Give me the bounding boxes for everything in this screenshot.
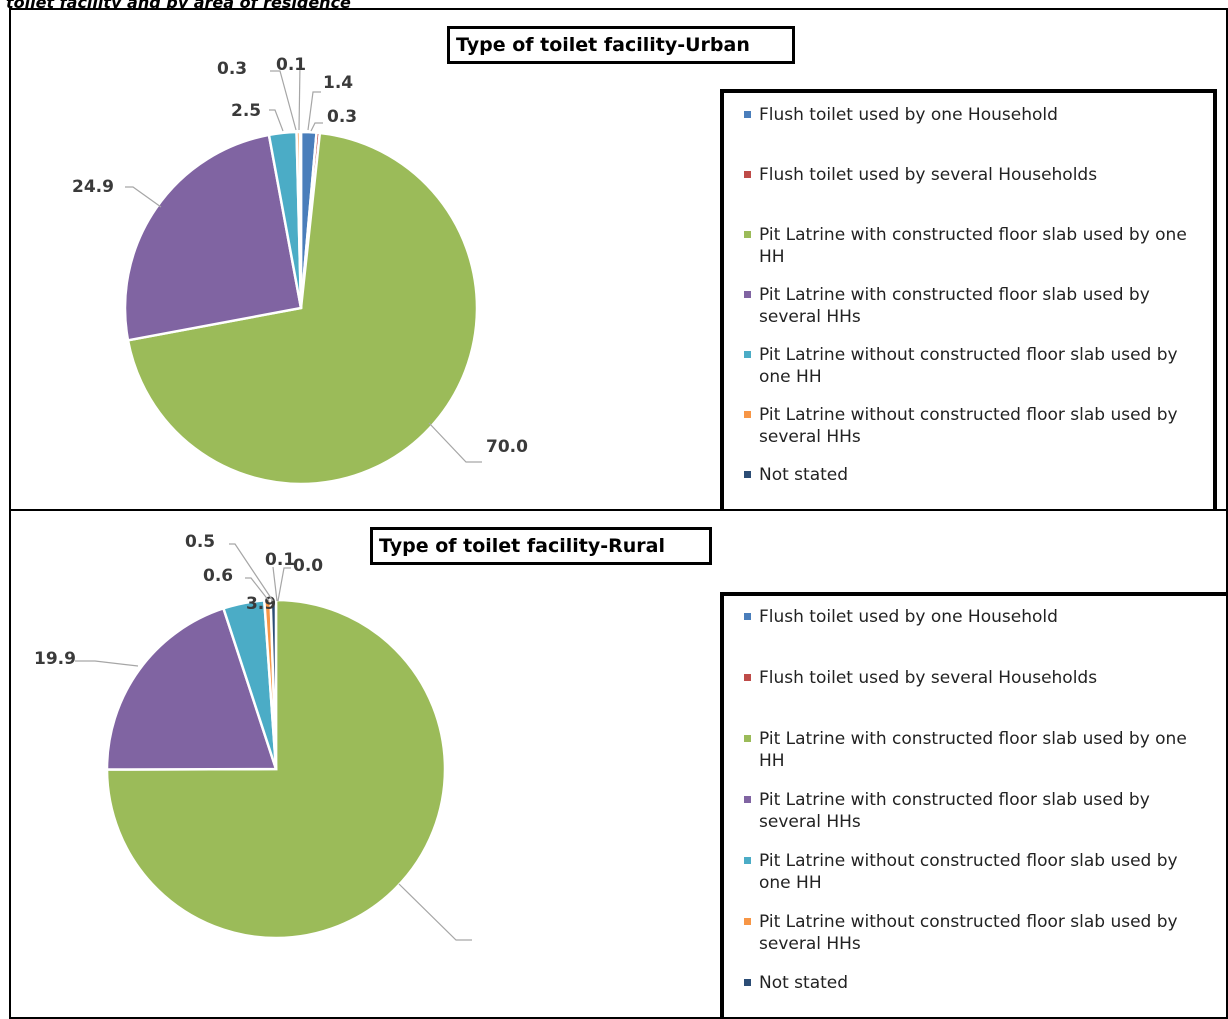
rural-legend-item-pit-noslab-several: Pit Latrine without constructed floor sl… bbox=[744, 911, 1214, 955]
leader-line-pit-noslab-one bbox=[269, 109, 284, 132]
pie-slice-not-stated bbox=[298, 130, 303, 309]
legend-swatch bbox=[744, 351, 751, 358]
urban-legend-item-pit-slab-one: Pit Latrine with constructed floor slab … bbox=[744, 224, 1214, 268]
pie-slice-pit-slab-one bbox=[105, 598, 447, 940]
urban-pie-chart: 1.4 0.3 70.0 24.9 2.5 0.3 0.1 bbox=[72, 55, 528, 486]
data-label-pit-slab-several: 19.9 bbox=[34, 649, 76, 669]
rural-pie-chart: 0.10.0 74.5 19.9 3.9 0.6 0.5 bbox=[34, 532, 525, 1019]
pie-slice-pit-slab-one bbox=[126, 131, 479, 486]
urban-legend-item-pit-slab-several: Pit Latrine with constructed floor slab … bbox=[744, 284, 1214, 328]
legend-swatch bbox=[744, 674, 751, 681]
data-label-flush-several: 0.3 bbox=[327, 107, 357, 127]
data-label-flush-several: 0.0 bbox=[293, 556, 323, 576]
legend-swatch bbox=[744, 231, 751, 238]
legend-swatch bbox=[744, 411, 751, 418]
legend-swatch bbox=[744, 857, 751, 864]
urban-chart-title: Type of toilet facility-Urban bbox=[447, 26, 795, 64]
data-label-pit-slab-several: 24.9 bbox=[72, 177, 114, 197]
data-label-pit-noslab-several: 0.3 bbox=[217, 59, 247, 79]
legend-swatch bbox=[744, 471, 751, 478]
legend-swatch bbox=[744, 291, 751, 298]
data-label-flush-one: 0.1 bbox=[265, 550, 295, 570]
urban-legend-item-pit-noslab-several: Pit Latrine without constructed floor sl… bbox=[744, 404, 1214, 448]
pie-slice-not-stated bbox=[269, 598, 278, 770]
urban-chart-panel: 1.4 0.3 70.0 24.9 2.5 0.3 0.1 Type of toilet f… bbox=[9, 8, 1228, 511]
rural-legend-item-not-stated: Not stated bbox=[744, 972, 1214, 994]
leader-line-pit-noslab-several bbox=[245, 577, 270, 602]
leader-line-pit-slab-several bbox=[125, 186, 162, 208]
leader-line-flush-several bbox=[310, 122, 323, 132]
rural-legend: Flush toilet used by one Household Flush… bbox=[720, 592, 1226, 1017]
urban-legend-item-not-stated: Not stated bbox=[744, 464, 1214, 486]
legend-swatch bbox=[744, 735, 751, 742]
leader-line-flush-one bbox=[272, 566, 278, 602]
data-label-flush-one: 1.4 bbox=[323, 73, 353, 93]
leader-line-flush-several bbox=[277, 567, 291, 602]
legend-swatch bbox=[744, 796, 751, 803]
data-label-pit-slab-one: 70.0 bbox=[486, 437, 528, 457]
rural-legend-item-pit-slab-one: Pit Latrine with constructed floor slab … bbox=[744, 728, 1214, 772]
legend-label: Pit Latrine with constructed floor slab … bbox=[759, 285, 1150, 327]
data-label-pit-slab-one: 74.5 bbox=[483, 1015, 525, 1019]
rural-legend-item-pit-noslab-one: Pit Latrine without constructed floor sl… bbox=[744, 850, 1214, 894]
urban-legend-item-flush-several: Flush toilet used by several Households bbox=[744, 164, 1214, 186]
pie-slice-pit-slab-several bbox=[105, 606, 278, 771]
data-label-not-stated: 0.1 bbox=[276, 55, 306, 75]
legend-label: Flush toilet used by several Households bbox=[759, 165, 1098, 185]
urban-legend-item-flush-one: Flush toilet used by one Household bbox=[744, 104, 1214, 126]
pie-slice-pit-slab-several bbox=[123, 133, 303, 342]
legend-label: Pit Latrine without constructed floor sl… bbox=[759, 405, 1178, 447]
legend-swatch bbox=[744, 979, 751, 986]
data-label-pit-noslab-one: 3.9 bbox=[246, 594, 276, 614]
legend-label: Pit Latrine without constructed floor sl… bbox=[759, 851, 1178, 893]
legend-swatch bbox=[744, 918, 751, 925]
legend-label: Pit Latrine with constructed floor slab … bbox=[759, 790, 1150, 832]
urban-legend: Flush toilet used by one Household Flush… bbox=[720, 89, 1217, 509]
leader-line-pit-slab-one bbox=[398, 883, 472, 941]
leader-line-pit-slab-one bbox=[428, 422, 482, 463]
legend-swatch bbox=[744, 171, 751, 178]
leader-line-flush-one bbox=[307, 91, 321, 131]
data-label-pit-noslab-several: 0.6 bbox=[203, 566, 233, 586]
legend-label: Flush toilet used by one Household bbox=[759, 607, 1058, 627]
rural-chart-panel: 0.10.0 74.5 19.9 3.9 0.6 0.5 Type of toilet f… bbox=[9, 509, 1228, 1019]
rural-chart-title: Type of toilet facility-Rural bbox=[370, 527, 712, 565]
legend-label: Pit Latrine with constructed floor slab … bbox=[759, 729, 1187, 771]
data-label-not-stated: 0.5 bbox=[185, 532, 215, 552]
leader-line-not-stated bbox=[229, 543, 274, 602]
leader-line-not-stated bbox=[298, 64, 301, 131]
legend-label: Pit Latrine without constructed floor sl… bbox=[759, 345, 1178, 387]
urban-legend-item-pit-noslab-one: Pit Latrine without constructed floor sl… bbox=[744, 344, 1214, 388]
legend-label: Not stated bbox=[759, 973, 849, 993]
data-label-pit-noslab-one: 2.5 bbox=[231, 101, 261, 121]
leader-line-pit-noslab-several bbox=[270, 70, 297, 131]
legend-swatch bbox=[744, 111, 751, 118]
legend-label: Flush toilet used by one Household bbox=[759, 105, 1058, 125]
legend-swatch bbox=[744, 613, 751, 620]
legend-label: Not stated bbox=[759, 465, 849, 485]
leader-line-pit-slab-several bbox=[75, 660, 139, 667]
legend-label: Pit Latrine without constructed floor sl… bbox=[759, 912, 1178, 954]
legend-label: Flush toilet used by several Households bbox=[759, 668, 1098, 688]
legend-label: Pit Latrine with constructed floor slab … bbox=[759, 225, 1187, 267]
rural-legend-item-flush-one: Flush toilet used by one Household bbox=[744, 606, 1214, 628]
rural-legend-item-flush-several: Flush toilet used by several Households bbox=[744, 667, 1214, 689]
rural-legend-item-pit-slab-several: Pit Latrine with constructed floor slab … bbox=[744, 789, 1214, 833]
